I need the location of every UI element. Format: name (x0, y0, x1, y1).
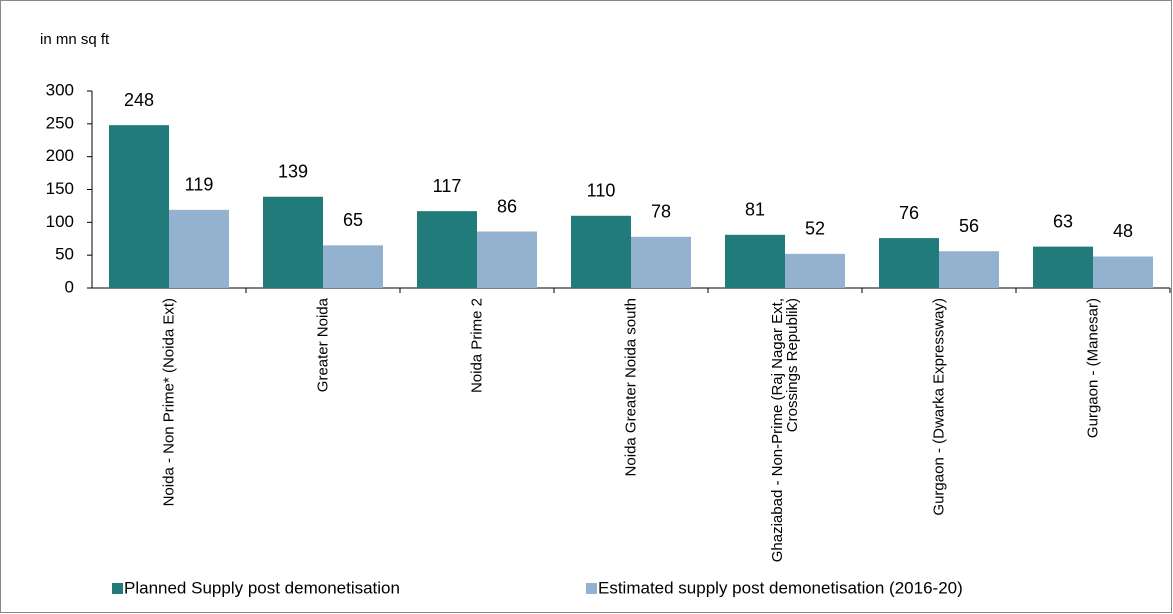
data-label: 110 (587, 181, 616, 201)
bar (263, 196, 323, 288)
data-label: 56 (959, 216, 979, 236)
bar (169, 209, 229, 288)
legend-label: Estimated supply post demonetisation (20… (598, 578, 963, 597)
data-label: 52 (805, 219, 825, 239)
bar (631, 236, 691, 288)
bar (1033, 246, 1093, 288)
x-tick-label: Noida Greater Noida south (622, 298, 640, 477)
x-tick-label: Greater Noida (314, 298, 332, 393)
bar (477, 231, 537, 288)
legend-label: Planned Supply post demonetisation (124, 578, 400, 597)
bar (879, 238, 939, 288)
bar (109, 125, 169, 288)
bar (785, 253, 845, 288)
data-label: 81 (745, 200, 765, 220)
x-tick-label: Gurgaon - (Manesar) (1084, 298, 1102, 439)
x-tick-label: Noida Prime 2 (468, 298, 486, 394)
bar (417, 211, 477, 288)
bar (939, 251, 999, 288)
x-tick-label: Gurgaon - (Dwarka Expressway) (930, 298, 948, 516)
y-tick-label: 100 (46, 212, 74, 231)
y-tick-label: 50 (55, 245, 74, 264)
data-label: 63 (1053, 211, 1073, 231)
data-label: 76 (899, 203, 919, 223)
y-tick-label: 300 (46, 80, 74, 99)
data-label: 48 (1113, 221, 1133, 241)
bar (1093, 256, 1153, 288)
bar (323, 245, 383, 288)
data-label: 78 (651, 202, 671, 222)
x-tick-label: Ghaziabad - Non-Prime (Raj Nagar Ext, Cr… (769, 298, 801, 563)
legend-swatch (112, 583, 123, 594)
y-tick-label: 0 (65, 277, 74, 296)
x-tick-label: Noida - Non Prime* (Noida Ext) (160, 298, 178, 507)
data-label: 119 (185, 175, 214, 195)
data-label: 86 (497, 196, 517, 216)
y-tick-label: 150 (46, 179, 74, 198)
y-tick-label: 200 (46, 146, 74, 165)
bar (725, 234, 785, 288)
data-label: 65 (343, 210, 363, 230)
data-label: 117 (433, 176, 462, 196)
y-tick-label: 250 (46, 113, 74, 132)
data-label: 139 (278, 161, 308, 181)
legend-swatch (586, 583, 597, 594)
bar (571, 215, 631, 288)
data-label: 248 (124, 90, 154, 110)
y-axis-label: in mn sq ft (40, 31, 110, 48)
